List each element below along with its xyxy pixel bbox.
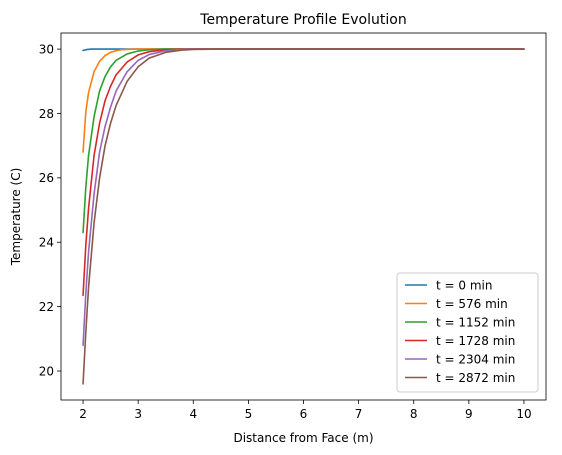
series-lines [82,48,525,385]
y-axis-ticks: 20 22 24 26 28 30 [39,42,61,378]
x-tick-label: 9 [465,407,473,421]
x-tick-label: 6 [300,407,308,421]
legend-label: t = 2304 min [436,352,515,366]
y-axis-label: Temperature (C) [9,168,23,267]
y-tick-label: 24 [39,236,54,250]
x-tick-label: 5 [245,407,253,421]
y-tick-label: 30 [39,42,54,56]
legend-label: t = 2872 min [436,371,515,385]
x-tick-label: 10 [516,407,531,421]
x-axis-ticks: 2 3 4 5 6 7 8 9 10 [79,400,532,421]
y-tick-label: 22 [39,300,54,314]
series-line-2 [82,48,525,234]
series-line-1 [82,48,525,153]
y-tick-label: 20 [39,364,54,378]
legend-label: t = 1728 min [436,334,515,348]
legend-box [396,272,539,393]
series-line-3 [82,48,525,297]
y-tick-label: 26 [39,171,54,185]
legend-label: t = 576 min [436,297,508,311]
y-tick-label: 28 [39,107,54,121]
x-tick-label: 3 [134,407,142,421]
x-tick-label: 4 [189,407,197,421]
legend: t = 0 min t = 576 min t = 1152 min t = 1728… [396,272,539,393]
x-tick-label: 8 [410,407,418,421]
series-line-5 [82,48,525,385]
legend-label: t = 1152 min [436,315,515,329]
x-tick-label: 2 [79,407,87,421]
chart-title: Temperature Profile Evolution [199,12,406,28]
x-axis-label: Distance from Face (m) [233,431,373,445]
x-tick-label: 7 [355,407,363,421]
legend-label: t = 0 min [436,278,492,292]
